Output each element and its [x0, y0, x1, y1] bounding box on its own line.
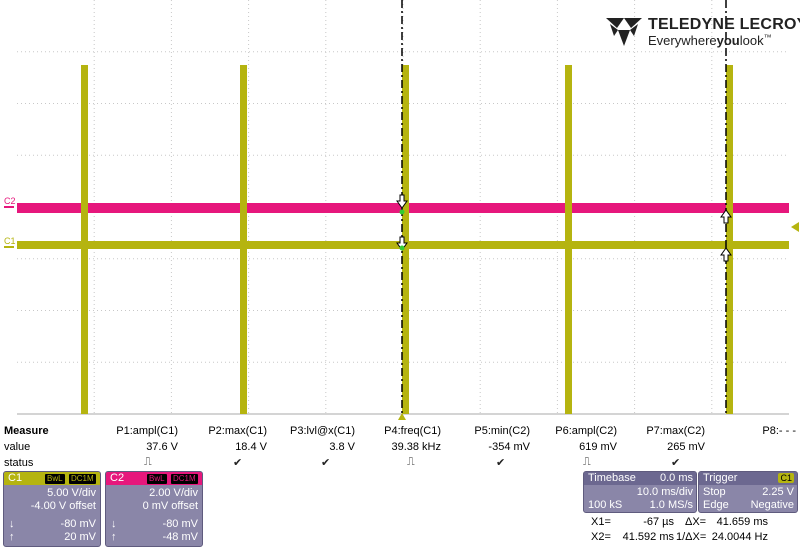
status-row-label: status — [4, 457, 34, 469]
arrow-up-icon: ↑ — [111, 531, 117, 543]
measure-header[interactable]: Measure — [4, 425, 49, 437]
timebase-tdiv: 10.0 ms/div — [636, 486, 693, 498]
trigger-position-icon — [398, 413, 406, 420]
c2-bwl-badge: BwL — [146, 473, 168, 485]
status-check-icon: ✔ — [671, 457, 681, 469]
c2-ground-marker — [4, 206, 14, 208]
c1-cursor-up: 20 mV — [64, 531, 96, 543]
param-value: -354 mV — [488, 441, 530, 453]
c1-offset: -4.00 V offset — [30, 500, 96, 512]
status-pulse-icon: ⎍ — [583, 456, 591, 468]
param-name: P5:min(C2) — [474, 425, 530, 437]
c2-cursor-down: -80 mV — [162, 518, 198, 530]
status-pulse-icon: ⎍ — [407, 456, 415, 468]
cursor-down-arrow-icon — [396, 194, 408, 209]
cursor-up-arrow-icon — [720, 247, 732, 262]
x1-label: X1= — [591, 516, 611, 528]
trigger-mode: Stop — [703, 486, 726, 498]
x1-value: -67 µs — [643, 516, 674, 528]
trigger-level-icon — [791, 222, 799, 232]
param-name: P2:max(C1) — [208, 425, 267, 437]
param-name: P6:ampl(C2) — [555, 425, 617, 437]
brand-tagline: Everywhereyoulook™ — [648, 33, 772, 48]
param-name: P8:- - - — [762, 425, 796, 437]
c2-cursor-up: -48 mV — [162, 531, 198, 543]
cursor-intersect-marker — [399, 245, 405, 251]
param-value: 619 mV — [579, 441, 617, 453]
trigger-source-badge: C1 — [778, 473, 794, 483]
c1-spike — [726, 65, 733, 414]
timebase-label: Timebase — [588, 472, 636, 484]
param-name: P3:lvl@x(C1) — [290, 425, 355, 437]
c1-spike — [81, 65, 88, 414]
waveform-markers — [4, 0, 799, 420]
dx-value: 41.659 ms — [716, 516, 768, 528]
graticule-grid — [17, 0, 789, 415]
timebase-delay: 0.0 ms — [659, 472, 693, 484]
channel-c1-descriptor[interactable]: C1 BwL DC1M 5.00 V/div -4.00 V offset ↓ … — [3, 471, 101, 547]
trigger-slope: Negative — [750, 499, 794, 511]
arrow-up-icon: ↑ — [9, 531, 15, 543]
c1-title-bar: C1 BwL DC1M — [4, 472, 100, 485]
c1-spike — [240, 65, 247, 414]
c1-vdiv: 5.00 V/div — [47, 487, 96, 499]
waveform-display[interactable]: C2 C1 — [0, 0, 800, 420]
param-name: P7:max(C2) — [646, 425, 705, 437]
c1-coupling-badge: DC1M — [68, 473, 97, 485]
param-name: P4:freq(C1) — [384, 425, 441, 437]
status-check-icon: ✔ — [321, 457, 331, 469]
param-value: 3.8 V — [329, 441, 355, 453]
x2-value: 41.592 ms — [622, 531, 674, 543]
arrow-down-icon: ↓ — [9, 518, 15, 530]
param-value: 37.6 V — [146, 441, 178, 453]
cursor-down-arrow-icon — [396, 236, 408, 251]
c1-cursor-down: -80 mV — [60, 518, 96, 530]
c1-spike — [565, 65, 572, 414]
c2-coupling-badge: DC1M — [170, 473, 199, 485]
timebase-descriptor[interactable]: Timebase 0.0 ms 10.0 ms/div 100 kS 1.0 M… — [583, 471, 697, 513]
c2-title-bar: C2 BwL DC1M — [106, 472, 202, 485]
value-row-label: value — [4, 441, 31, 453]
measurement-table: Measure value status P1:ampl(C1) 37.6 V ⎍ P… — [0, 423, 800, 471]
c1-ground-marker — [4, 246, 14, 248]
cursor-intersect-marker — [399, 209, 405, 215]
param-value: 18.4 V — [235, 441, 267, 453]
cursor-up-arrow-icon — [720, 209, 732, 224]
c2-offset: 0 mV offset — [142, 500, 198, 512]
inverse-dx-label: 1/ΔX= — [676, 531, 707, 543]
c1-bwl-badge: BwL — [44, 473, 66, 485]
param-name: P1:ampl(C1) — [116, 425, 178, 437]
trigger-type: Edge — [703, 499, 729, 511]
timebase-samples: 100 kS — [588, 499, 623, 511]
arrow-down-icon: ↓ — [111, 518, 117, 530]
param-value: 39.38 kHz — [391, 441, 441, 453]
channel-c2-descriptor[interactable]: C2 BwL DC1M 2.00 V/div 0 mV offset ↓ -80… — [105, 471, 203, 547]
dx-label: ΔX= — [685, 516, 707, 528]
brand-name: TELEDYNE LECROY — [648, 16, 800, 33]
status-check-icon: ✔ — [496, 457, 506, 469]
timebase-rate: 1.0 MS/s — [649, 499, 693, 511]
status-check-icon: ✔ — [233, 457, 243, 469]
status-pulse-icon: ⎍ — [144, 456, 152, 468]
lecroy-emblem-icon — [606, 18, 642, 46]
c2-vdiv: 2.00 V/div — [149, 487, 198, 499]
inverse-dx-value: 24.0044 Hz — [711, 531, 768, 543]
c1-spike — [402, 65, 409, 414]
param-value: 265 mV — [667, 441, 705, 453]
trigger-descriptor[interactable]: Trigger C1 Stop 2.25 V Edge Negative — [698, 471, 798, 513]
c1-trace-label: C1 — [4, 236, 16, 246]
x2-label: X2= — [591, 531, 611, 543]
trigger-label: Trigger — [703, 472, 738, 484]
trigger-level: 2.25 V — [762, 486, 794, 498]
teledyne-lecroy-logo: TELEDYNE LECROY Everywhereyoulook™ — [604, 14, 800, 48]
c2-trace-label: C2 — [4, 196, 16, 206]
